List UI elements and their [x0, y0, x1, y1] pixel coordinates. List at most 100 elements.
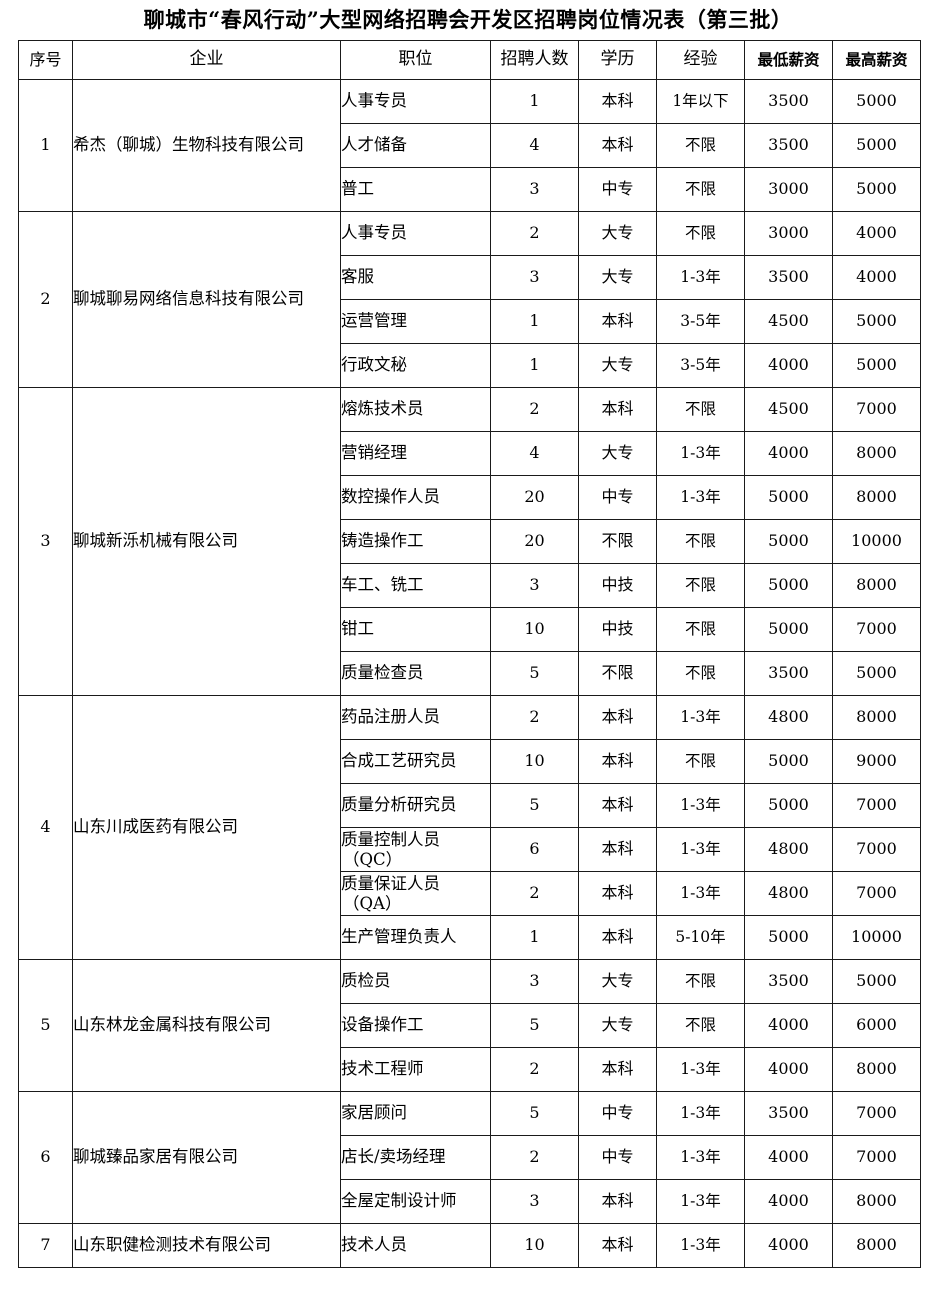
cell-count: 5 [490, 783, 579, 828]
cell-max-salary: 8000 [832, 695, 921, 740]
cell-min-salary: 3000 [744, 167, 833, 212]
cell-education: 本科 [578, 915, 657, 960]
cell-position: 全屋定制设计师 [340, 1179, 491, 1224]
cell-company-name: 希杰（聊城）生物科技有限公司 [72, 79, 341, 212]
cell-max-salary: 10000 [832, 519, 921, 564]
cell-experience: 不限 [656, 387, 745, 432]
table-row: 全屋定制设计师 3 本科 1-3年 4000 8000 [19, 1179, 921, 1224]
cell-position: 数控操作人员 [340, 475, 491, 520]
column-header-education: 学历 [578, 40, 657, 80]
table-row: 7 山东职健检测技术有限公司 技术人员 10 本科 1-3年 4000 8000 [18, 1223, 921, 1268]
cell-min-salary: 5000 [744, 563, 833, 608]
table-row: 技术工程师 2 本科 1-3年 4000 8000 [19, 1047, 921, 1092]
cell-company-name: 聊城臻品家居有限公司 [72, 1091, 341, 1224]
cell-count: 3 [490, 255, 579, 300]
cell-experience: 3-5年 [656, 343, 745, 388]
cell-education: 中专 [578, 167, 657, 212]
cell-education: 中技 [578, 607, 657, 652]
cell-experience: 1-3年 [656, 1223, 745, 1268]
cell-experience: 不限 [656, 123, 745, 168]
cell-count: 20 [490, 519, 579, 564]
cell-experience: 不限 [656, 959, 745, 1004]
cell-education: 大专 [578, 431, 657, 476]
cell-min-salary: 5000 [744, 519, 833, 564]
cell-min-salary: 4000 [744, 343, 833, 388]
table-row: 店长/卖场经理 2 中专 1-3年 4000 7000 [19, 1135, 921, 1180]
cell-experience: 不限 [656, 607, 745, 652]
cell-min-salary: 3500 [744, 255, 833, 300]
column-header-max-salary: 最高薪资 [832, 40, 921, 80]
cell-max-salary: 7000 [832, 1091, 921, 1136]
cell-min-salary: 4000 [744, 1003, 833, 1048]
table-row: 5 山东林龙金属科技有限公司 质检员 3 大专 不限 3500 5000 [18, 959, 921, 1092]
table-row: 4 山东川成医药有限公司 药品注册人员 2 本科 1-3年 4800 8000 [18, 695, 921, 960]
cell-max-salary: 9000 [832, 739, 921, 784]
cell-education: 本科 [578, 695, 657, 740]
cell-count: 2 [490, 387, 579, 432]
cell-max-salary: 7000 [832, 827, 921, 872]
cell-min-salary: 3500 [744, 959, 833, 1004]
cell-position: 钳工 [340, 607, 491, 652]
cell-position: 技术人员 [340, 1223, 491, 1268]
table-row: 普工 3 中专 不限 3000 5000 [19, 167, 921, 212]
cell-count: 10 [490, 739, 579, 784]
cell-count: 2 [490, 211, 579, 256]
cell-education: 大专 [578, 255, 657, 300]
cell-company-name: 山东林龙金属科技有限公司 [72, 959, 341, 1092]
cell-company-name: 聊城聊易网络信息科技有限公司 [72, 211, 341, 388]
cell-position: 生产管理负责人 [340, 915, 491, 960]
table-container: 序号 企业 职位 招聘人数 学历 经验 最低薪资 最高薪资 1 希杰（聊城）生物科… [0, 40, 936, 1268]
cell-position: 合成工艺研究员 [340, 739, 491, 784]
cell-max-salary: 5000 [832, 343, 921, 388]
cell-position-line1: 质量保证人员 [341, 874, 440, 894]
cell-experience: 1-3年 [656, 255, 745, 300]
cell-min-salary: 4000 [744, 1047, 833, 1092]
cell-education: 本科 [578, 871, 657, 916]
cell-max-salary: 5000 [832, 123, 921, 168]
cell-experience: 1-3年 [656, 783, 745, 828]
cell-education: 本科 [578, 79, 657, 124]
cell-experience: 3-5年 [656, 299, 745, 344]
cell-min-salary: 5000 [744, 783, 833, 828]
cell-position: 运营管理 [340, 299, 491, 344]
cell-position: 质检员 [340, 959, 491, 1004]
cell-position: 人事专员 [340, 79, 491, 124]
cell-experience: 1-3年 [656, 1047, 745, 1092]
cell-position: 设备操作工 [340, 1003, 491, 1048]
cell-max-salary: 6000 [832, 1003, 921, 1048]
cell-max-salary: 4000 [832, 211, 921, 256]
cell-count: 10 [490, 607, 579, 652]
cell-max-salary: 5000 [832, 299, 921, 344]
cell-count: 2 [490, 695, 579, 740]
cell-count: 20 [490, 475, 579, 520]
cell-position: 技术工程师 [340, 1047, 491, 1092]
cell-position: 车工、铣工 [340, 563, 491, 608]
cell-education: 大专 [578, 343, 657, 388]
cell-position: 质量控制人员 （QC） [340, 827, 491, 872]
cell-position: 质量检查员 [340, 651, 491, 696]
cell-count: 5 [490, 1003, 579, 1048]
table-row: 6 聊城臻品家居有限公司 家居顾问 5 中专 1-3年 3500 7000 [18, 1091, 921, 1224]
cell-min-salary: 5000 [744, 607, 833, 652]
cell-seq: 3 [18, 387, 73, 696]
cell-company-name: 山东职健检测技术有限公司 [72, 1223, 341, 1268]
cell-position: 普工 [340, 167, 491, 212]
cell-max-salary: 5000 [832, 79, 921, 124]
cell-position: 质量保证人员 （QA） [340, 871, 491, 916]
cell-count: 10 [490, 1223, 579, 1268]
cell-experience: 不限 [656, 563, 745, 608]
table-row: 质量分析研究员 5 本科 1-3年 5000 7000 [19, 783, 921, 828]
cell-min-salary: 3500 [744, 123, 833, 168]
cell-min-salary: 4500 [744, 299, 833, 344]
cell-max-salary: 5000 [832, 651, 921, 696]
cell-education: 本科 [578, 123, 657, 168]
column-header-company: 企业 [72, 40, 341, 80]
cell-max-salary: 7000 [832, 1135, 921, 1180]
cell-experience: 1年以下 [656, 79, 745, 124]
cell-count: 3 [490, 563, 579, 608]
cell-position: 营销经理 [340, 431, 491, 476]
cell-max-salary: 8000 [832, 1223, 921, 1268]
cell-min-salary: 4000 [744, 1135, 833, 1180]
cell-min-salary: 4800 [744, 695, 833, 740]
